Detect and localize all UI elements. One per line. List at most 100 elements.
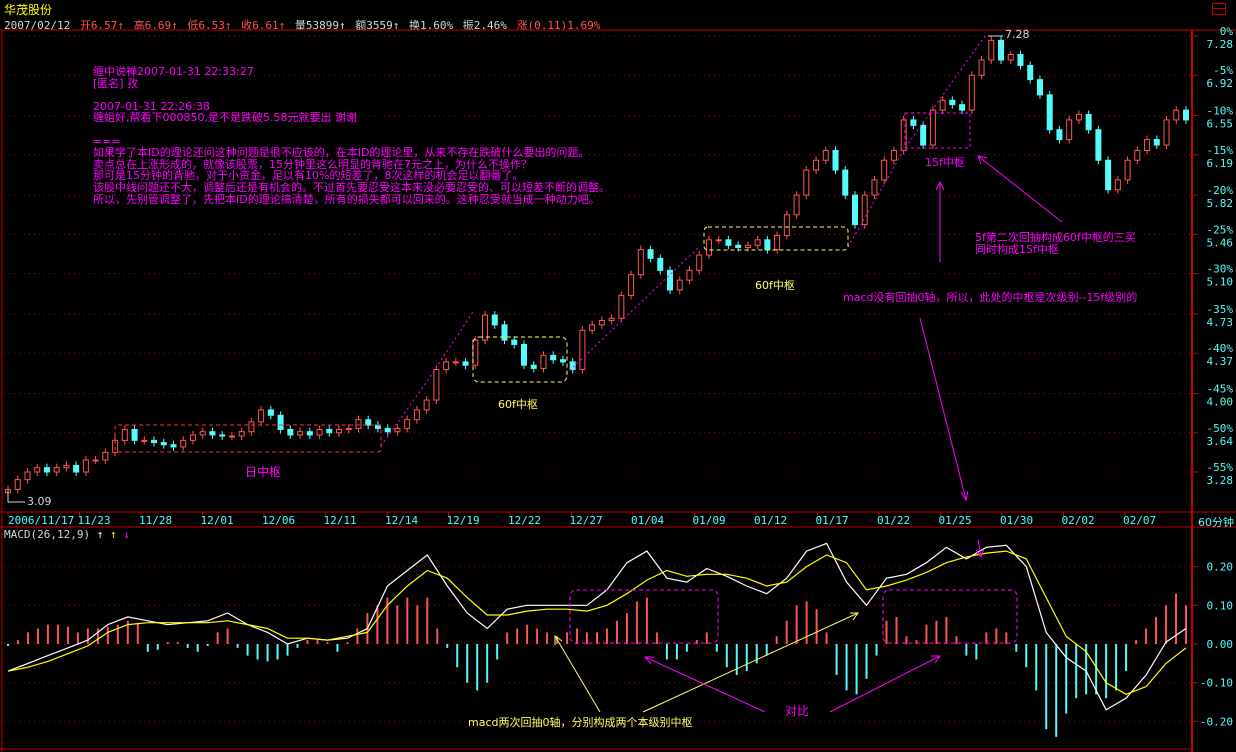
candle	[287, 425, 294, 439]
candle	[676, 276, 683, 294]
pivot-15f-label: 15f中枢	[925, 156, 965, 169]
date-tick-label: 01/22	[877, 514, 910, 527]
candle	[443, 357, 450, 374]
price-tick-label: 4.73	[1207, 316, 1234, 329]
candle-body	[667, 269, 674, 291]
post-line: 所以，先别管调整了，先把本ID的理论搞清楚，所有的损失都可以回来的。这种忍受就当…	[93, 192, 600, 206]
candle	[141, 436, 148, 445]
candle	[1134, 146, 1141, 165]
candle	[452, 357, 459, 366]
candle-body	[988, 39, 995, 61]
candle	[754, 235, 761, 250]
candle-body	[413, 409, 420, 421]
candle-body	[725, 239, 732, 246]
candle-body	[832, 149, 839, 171]
candle-body	[1114, 179, 1121, 191]
candle	[1095, 125, 1102, 165]
candle	[258, 405, 265, 426]
candle	[209, 427, 216, 439]
compare-arrow-2	[829, 655, 941, 713]
candle-body	[735, 244, 742, 248]
candle	[900, 115, 907, 155]
candle	[160, 438, 167, 449]
candle	[462, 357, 469, 370]
candle-body	[423, 399, 430, 411]
percent-tick-label: 0%	[1220, 25, 1234, 38]
percent-tick-label: -50%	[1207, 422, 1234, 435]
candle-body	[267, 409, 274, 416]
candle-body	[365, 419, 372, 426]
candle-body	[686, 269, 693, 281]
macd-tick-label: -0.10	[1200, 677, 1233, 690]
candle	[112, 436, 119, 457]
candle-body	[628, 274, 635, 296]
candle	[1056, 125, 1063, 144]
candle-body	[131, 428, 138, 441]
candle	[228, 432, 235, 441]
candle-body	[316, 428, 323, 436]
date-tick-label: 12/22	[508, 514, 541, 527]
candle-body	[978, 59, 985, 76]
candle	[1036, 75, 1043, 99]
period-selector[interactable]: 60分钟	[1198, 516, 1234, 529]
arrow-head	[931, 655, 941, 664]
macd-indicator-label[interactable]: MACD(26,12,9) ↑ ↑ ↓	[4, 528, 130, 541]
candle	[569, 357, 576, 374]
quote-info-bar: 2007/02/12 开6.57↑ 高6.69↑ 低6.53↑ 收6.61↑ 量…	[4, 17, 603, 33]
candle-body	[151, 439, 158, 444]
arrow-to-macd	[919, 317, 967, 501]
quote-amplitude: 振2.46%	[462, 19, 507, 32]
window-toggle-icon[interactable]	[1212, 3, 1226, 15]
date-tick-label: 02/02	[1062, 514, 1095, 527]
candle	[793, 191, 800, 219]
candle	[413, 405, 420, 424]
candle	[803, 166, 810, 200]
arrow-head	[977, 155, 988, 165]
candle-body	[238, 431, 245, 437]
candle	[316, 425, 323, 439]
candle	[394, 424, 401, 436]
candle	[881, 156, 888, 184]
date-tick-label: 12/14	[385, 514, 418, 527]
macd-compare-box-1	[569, 589, 719, 644]
candle-body	[384, 427, 391, 433]
macd-tick-label: 0.00	[1207, 638, 1234, 651]
post-line	[93, 124, 610, 136]
candle	[24, 468, 31, 484]
candle-body	[287, 428, 294, 436]
candle-body	[754, 239, 761, 246]
candle	[579, 326, 586, 374]
percent-tick-label: -45%	[1207, 383, 1234, 396]
candle	[978, 55, 985, 80]
quote-date: 2007/02/12	[4, 19, 71, 32]
candle	[297, 427, 304, 439]
candle-body	[277, 414, 284, 430]
pivot-60f-label-2: 60f中枢	[755, 279, 795, 292]
post-line: [匿名] 孜	[93, 76, 139, 90]
candle	[102, 448, 109, 465]
date-tick-label: 01/30	[1000, 514, 1033, 527]
candle	[715, 235, 722, 244]
candle-body	[559, 359, 566, 363]
percent-tick-label: -35%	[1207, 303, 1234, 316]
macd-pullback-arrow-1	[554, 635, 601, 713]
date-tick-label: 12/19	[447, 514, 480, 527]
candle-body	[929, 109, 936, 146]
candle	[1007, 50, 1014, 64]
trend-line-1	[380, 311, 474, 447]
percent-tick-label: -5%	[1213, 64, 1233, 77]
candle-body	[968, 74, 975, 111]
post-line: 那可是15分钟的背驰，对于小资金，足以有10%的短差了，8次这样的机会足以翻番了…	[93, 169, 524, 183]
candle	[1046, 90, 1053, 134]
candle-body	[472, 339, 479, 366]
candle	[618, 291, 625, 323]
candle	[774, 231, 781, 254]
candle-body	[520, 343, 527, 366]
candle	[998, 36, 1005, 64]
arrow-head	[975, 548, 985, 559]
quote-open: 开6.57↑	[79, 19, 124, 32]
candle	[871, 175, 878, 200]
candle	[1144, 135, 1151, 155]
candle	[277, 411, 284, 434]
